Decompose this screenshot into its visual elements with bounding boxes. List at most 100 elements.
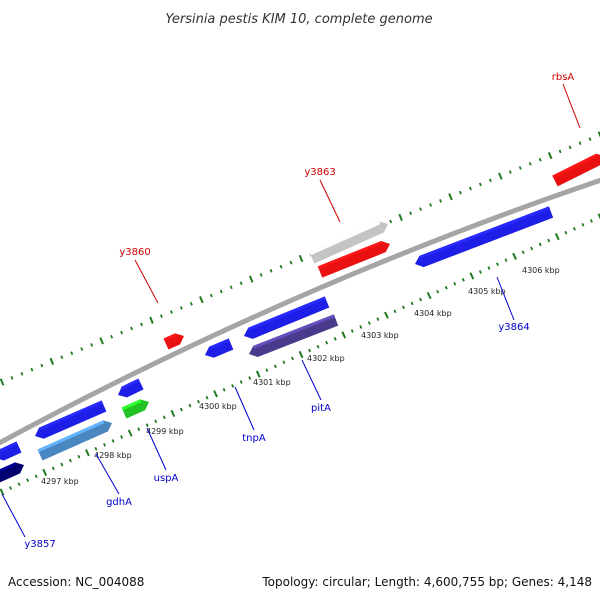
inner-tick xyxy=(350,329,354,333)
inner-tick xyxy=(530,246,534,251)
inner-tick xyxy=(461,278,465,282)
outer-tick xyxy=(578,141,582,146)
outer-tick xyxy=(289,260,293,265)
feature-y3863 xyxy=(317,241,390,278)
outer-tick xyxy=(120,330,124,335)
inner-tick xyxy=(60,462,64,467)
inner-tick xyxy=(333,336,337,341)
scale-label: 4301 kbp xyxy=(253,378,291,387)
inner-tick xyxy=(26,478,30,483)
inner-tick xyxy=(393,309,397,314)
inner-tick xyxy=(154,419,158,424)
outer-tick xyxy=(429,203,433,207)
scale-label: 4305 kbp xyxy=(468,287,506,296)
inner-tick xyxy=(453,281,457,286)
inner-tick xyxy=(589,219,593,223)
inner-tick xyxy=(137,427,141,431)
inner-tick xyxy=(17,482,21,486)
inner-tick xyxy=(597,213,600,220)
outer-tick xyxy=(80,347,84,351)
inner-tick xyxy=(316,344,320,349)
outer-tick xyxy=(10,376,14,380)
inner-tick xyxy=(325,340,329,345)
inner-tick xyxy=(572,226,576,231)
outer-tick xyxy=(588,137,592,141)
outer-tick xyxy=(20,371,24,376)
outer-tick xyxy=(498,172,503,180)
outer-tick xyxy=(488,178,492,183)
outer-tick xyxy=(547,151,553,160)
feature-pitA xyxy=(249,314,339,358)
inner-tick xyxy=(512,252,517,260)
outer-tick xyxy=(70,351,74,356)
outer-tick xyxy=(60,355,64,360)
scale-label: 4298 kbp xyxy=(94,451,132,460)
inner-tick xyxy=(248,376,252,380)
outer-tick xyxy=(468,186,472,191)
inner-tick xyxy=(77,454,81,459)
scale-label: 4300 kbp xyxy=(199,402,237,411)
feature-gdhA-upper xyxy=(35,400,107,439)
outer-tick xyxy=(0,378,5,386)
outer-tick xyxy=(478,182,482,187)
outer-tick xyxy=(110,334,114,339)
outer-tick xyxy=(90,343,94,347)
outer-tick xyxy=(298,254,304,263)
outer-tick xyxy=(528,161,532,166)
outer-tick xyxy=(269,269,273,273)
outer-tick xyxy=(239,281,243,286)
inner-tick xyxy=(188,403,192,408)
inner-tick xyxy=(34,474,38,479)
outer-tick xyxy=(419,207,423,211)
feature-uspA-upper xyxy=(118,378,144,398)
inner-tick xyxy=(367,321,371,325)
inner-tick xyxy=(0,488,5,496)
scale-label: 4304 kbp xyxy=(414,309,452,318)
outer-tick xyxy=(30,367,34,372)
inner-tick xyxy=(42,468,48,476)
inner-tick xyxy=(402,305,406,310)
inner-tick xyxy=(94,446,98,451)
feature-y3864 xyxy=(415,206,554,268)
gene-label-y3863: y3863 xyxy=(304,167,335,178)
inner-tick xyxy=(51,466,55,471)
outer-tick xyxy=(597,131,600,138)
outer-tick xyxy=(130,326,134,331)
inner-tick xyxy=(127,429,133,437)
feature-rbsA xyxy=(552,153,600,187)
inner-tick xyxy=(469,272,475,280)
gene-label-pitA: pitA xyxy=(311,403,331,414)
inner-tick xyxy=(410,301,414,306)
inner-tick xyxy=(205,395,209,400)
inner-tick xyxy=(85,449,90,457)
feature-left-blue xyxy=(0,441,22,461)
outer-tick xyxy=(448,193,453,201)
inner-tick xyxy=(68,458,72,463)
inner-tick xyxy=(273,364,277,369)
inner-tick xyxy=(308,348,312,353)
outer-tick xyxy=(398,213,403,221)
genome-backbone xyxy=(0,177,600,446)
outer-tick xyxy=(179,306,183,310)
inner-tick xyxy=(255,370,261,378)
inner-tick xyxy=(341,331,347,339)
gene-label-y3857: y3857 xyxy=(24,539,55,550)
feature-uspA xyxy=(121,399,149,419)
gene-label-uspA: uspA xyxy=(154,473,179,484)
inner-tick xyxy=(376,317,380,321)
accession-text: Accession: NC_004088 xyxy=(8,575,145,589)
inner-tick xyxy=(111,439,115,443)
inner-tick xyxy=(222,388,226,392)
map-title: Yersinia pestis KIM 10, complete genome xyxy=(165,12,432,27)
outer-tick xyxy=(568,145,572,150)
outer-tick xyxy=(49,357,55,366)
inner-tick xyxy=(521,250,525,255)
inner-tick xyxy=(290,356,294,361)
inner-tick xyxy=(162,415,166,420)
scale-label: 4303 kbp xyxy=(361,331,399,340)
outer-tick xyxy=(229,285,233,290)
outer-tick xyxy=(508,170,512,174)
inner-tick xyxy=(487,266,491,270)
outer-tick xyxy=(199,296,204,304)
